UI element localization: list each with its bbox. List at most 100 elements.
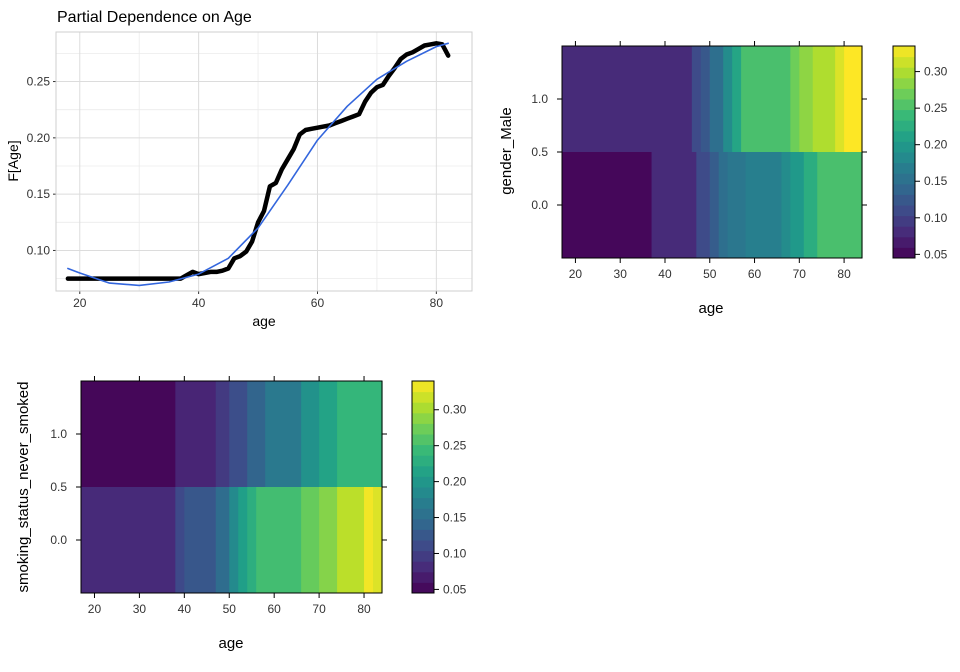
colorbar-swatch — [412, 434, 434, 446]
y-axis-label: smoking_status_never_smoked — [15, 382, 32, 593]
y-tick-label: 0.0 — [531, 198, 548, 212]
partial-dependence-line-chart: Partial Dependence on Age age F[Age] 20 4… — [5, 9, 473, 329]
heatmap-cell — [81, 487, 176, 593]
plot-border — [55, 31, 473, 292]
x-tick-label: 50 — [703, 267, 717, 281]
y-axis-label: gender_Male — [498, 107, 515, 195]
heatmap-cell — [817, 152, 863, 258]
x-tick-label: 60 — [311, 296, 325, 310]
x-tick-label: 60 — [267, 602, 281, 616]
heatmap-cell — [781, 152, 791, 258]
x-tick-label: 30 — [614, 267, 628, 281]
y-tick-label: 1.0 — [531, 92, 548, 106]
plot-area: 20 30 40 50 60 70 80 0.0 0.5 1.0 — [531, 41, 867, 281]
heatmap-cell — [700, 46, 711, 152]
heatmap-cell — [319, 487, 338, 593]
colorbar-swatch — [412, 423, 434, 435]
colorbar-tick-label: 0.25 — [443, 439, 467, 453]
colorbar-tick-label: 0.05 — [443, 582, 467, 596]
colorbar-swatch — [893, 88, 915, 100]
heatmap-cell — [718, 152, 729, 258]
colorbar-swatch — [893, 236, 915, 248]
x-tick-label: 40 — [192, 296, 206, 310]
colorbar-tick-label: 0.05 — [924, 247, 948, 261]
colorbar-tick-label: 0.10 — [443, 546, 467, 560]
colorbar-border — [892, 45, 916, 259]
y-tick-label: 0.5 — [50, 480, 67, 494]
colorbar-swatch — [412, 561, 434, 573]
colorbar-tick-label: 0.30 — [443, 403, 467, 417]
heatmap-cell — [247, 381, 266, 487]
colorbar-swatch — [893, 215, 915, 227]
colorbar-swatch — [412, 497, 434, 509]
x-tick-label: 20 — [88, 602, 102, 616]
heatmap-cell — [175, 487, 185, 593]
colorbar-swatch — [412, 508, 434, 520]
y-axis-label: F[Age] — [5, 140, 21, 181]
colorbar-swatch — [412, 518, 434, 530]
x-tick-label: 70 — [312, 602, 326, 616]
heatmap-cell — [812, 46, 836, 152]
heatmap-cell — [373, 487, 383, 593]
plot-area: 20 40 60 80 0.10 0.15 0.20 0.25 — [27, 31, 473, 310]
colorbar-tick-label: 0.25 — [924, 101, 948, 115]
colorbar-swatch — [893, 109, 915, 121]
colorbar-tick-label: 0.20 — [924, 138, 948, 152]
heatmap-cell — [741, 46, 791, 152]
y-tick-label: 1.0 — [50, 427, 67, 441]
colorbar-swatch — [412, 412, 434, 424]
heatmap-cell — [562, 152, 653, 258]
colorbar-swatch — [412, 444, 434, 456]
colorbar-swatch — [893, 162, 915, 174]
heatmap-cell — [256, 487, 302, 593]
heatmap-cell — [723, 46, 733, 152]
heatmap-cell — [745, 152, 783, 258]
heatmap-cell — [238, 487, 248, 593]
x-tick-label: 50 — [223, 602, 237, 616]
colorbar-tick-label: 0.15 — [443, 511, 467, 525]
heatmap-cell — [229, 487, 239, 593]
x-tick-label: 30 — [133, 602, 147, 616]
colorbar-swatch — [893, 99, 915, 111]
x-axis-label: age — [698, 300, 723, 317]
y-tick-label: 0.10 — [27, 243, 51, 257]
heatmap-cell — [265, 381, 302, 487]
plot-background — [56, 32, 472, 291]
heatmap-cell — [562, 46, 693, 152]
heatmap-cell — [709, 152, 720, 258]
colorbar-swatch — [412, 582, 434, 594]
heatmap-cell — [229, 381, 248, 487]
heatmap-cell — [803, 152, 818, 258]
heatmap-cell — [691, 46, 702, 152]
x-tick-label: 60 — [748, 267, 762, 281]
y-tick-label: 0.0 — [50, 533, 67, 547]
colorbar-swatch — [412, 381, 434, 393]
heatmap-cell — [727, 152, 747, 258]
heatmap-cell — [709, 46, 724, 152]
heatmap-cell — [732, 46, 742, 152]
colorbar-swatch — [412, 487, 434, 499]
colorbar-swatch — [412, 465, 434, 477]
heatmap-cell — [799, 46, 814, 152]
heatmap-cell — [301, 381, 320, 487]
y-tick-label: 0.15 — [27, 187, 51, 201]
colorbar-swatch — [412, 402, 434, 414]
x-tick-label: 80 — [430, 296, 444, 310]
heatmap-cell — [81, 381, 176, 487]
colorbar-swatch — [412, 476, 434, 488]
heatmap-cell — [790, 152, 805, 258]
heatmap-cell — [184, 487, 217, 593]
heatmap-cell — [215, 381, 230, 487]
colorbar-swatch — [412, 540, 434, 552]
colorbar-swatch — [412, 391, 434, 403]
heatmap-cell — [215, 487, 230, 593]
colorbar-tick-label: 0.15 — [924, 174, 948, 188]
x-tick-label: 20 — [569, 267, 583, 281]
heatmap-cell — [319, 381, 338, 487]
heatmap-cell — [247, 487, 257, 593]
colorbar-swatch — [412, 529, 434, 541]
colorbar-swatch — [893, 247, 915, 259]
colorbar-swatch — [893, 226, 915, 238]
colorbar-swatch — [893, 46, 915, 58]
heatmap-cell — [835, 46, 845, 152]
